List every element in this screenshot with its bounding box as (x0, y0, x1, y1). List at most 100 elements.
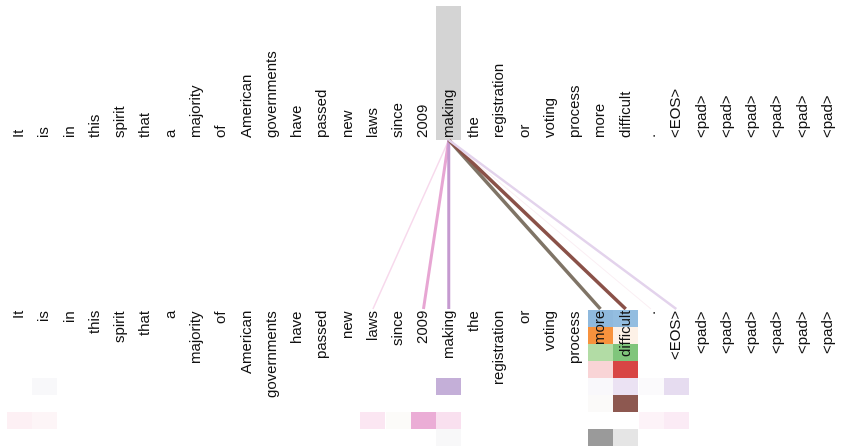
attention-cell (663, 412, 689, 429)
attention-cell (31, 412, 57, 429)
source-token[interactable]: a (161, 129, 179, 138)
attention-line (421, 139, 451, 310)
attention-cell (436, 412, 462, 429)
attention-cell (613, 429, 639, 446)
target-token[interactable]: passed (313, 310, 331, 359)
source-token[interactable]: making (439, 89, 457, 138)
attention-cell (385, 412, 411, 429)
source-token[interactable]: passed (313, 89, 331, 138)
target-token[interactable]: is (35, 311, 53, 322)
source-token[interactable]: new (338, 110, 356, 138)
source-token[interactable]: governments (262, 51, 280, 138)
attention-cell (587, 395, 613, 412)
selected-token-highlight (436, 6, 462, 140)
target-token[interactable]: of (212, 311, 230, 324)
source-token[interactable]: <pad> (743, 95, 761, 138)
source-token[interactable]: voting (540, 97, 558, 138)
source-token[interactable]: spirit (111, 106, 129, 138)
target-token[interactable]: registration (490, 310, 508, 385)
attention-cell (587, 310, 613, 327)
target-token[interactable]: It (10, 310, 27, 319)
target-token[interactable]: have (288, 311, 306, 344)
attention-cell (613, 344, 639, 361)
target-token[interactable]: that (136, 310, 154, 336)
target-token[interactable]: . (642, 310, 659, 315)
source-token[interactable]: of (212, 125, 230, 138)
source-token[interactable]: this (85, 114, 103, 138)
attention-line (447, 138, 602, 311)
source-token[interactable]: 2009 (414, 104, 432, 138)
source-token[interactable]: <pad> (717, 95, 735, 138)
source-token[interactable]: It (10, 129, 27, 138)
source-token[interactable]: <pad> (692, 95, 710, 138)
source-token[interactable]: the (465, 117, 483, 138)
source-token[interactable]: since (389, 102, 407, 138)
target-token[interactable]: <pad> (743, 311, 761, 354)
target-token[interactable]: process (566, 311, 584, 364)
source-token[interactable]: <pad> (818, 95, 836, 138)
attention-cell (613, 327, 639, 344)
source-token[interactable]: difficult (616, 91, 634, 138)
target-token[interactable]: since (389, 310, 407, 346)
attention-cell (587, 429, 613, 446)
attention-cell (587, 344, 613, 361)
target-token[interactable]: or (515, 310, 533, 324)
target-token[interactable]: more (591, 310, 609, 345)
attention-cell (638, 378, 664, 395)
attention-cell (436, 378, 462, 395)
target-token[interactable]: governments (262, 311, 280, 398)
attention-cell (587, 378, 613, 395)
source-token[interactable]: <pad> (768, 95, 786, 138)
attention-cell (31, 378, 57, 395)
attention-line (372, 139, 450, 310)
source-token[interactable]: laws (363, 107, 381, 138)
attention-cell (638, 412, 664, 429)
target-token[interactable]: making (439, 310, 457, 359)
attention-cell (436, 429, 462, 446)
target-token[interactable]: laws (363, 310, 381, 341)
target-token[interactable]: this (85, 310, 103, 334)
target-token[interactable]: 2009 (414, 310, 432, 344)
source-token[interactable]: registration (490, 63, 508, 138)
source-token[interactable]: process (566, 85, 584, 138)
attention-cell (613, 310, 639, 327)
target-token[interactable]: in (60, 311, 78, 323)
source-token[interactable]: or (515, 124, 533, 138)
target-token[interactable]: difficult (616, 310, 634, 357)
attention-cell (613, 395, 639, 412)
attention-line (447, 138, 627, 311)
target-token[interactable]: <EOS> (667, 310, 685, 360)
source-token[interactable]: <pad> (793, 95, 811, 138)
target-token[interactable]: voting (540, 310, 558, 351)
source-token[interactable]: that (136, 112, 154, 138)
target-token[interactable]: <pad> (692, 311, 710, 354)
source-token[interactable]: . (642, 133, 659, 138)
target-token[interactable]: <pad> (818, 311, 836, 354)
target-token[interactable]: spirit (111, 311, 129, 343)
attention-cell (360, 412, 386, 429)
attention-cell (6, 412, 32, 429)
target-token[interactable]: majority (186, 311, 204, 364)
source-token[interactable]: American (237, 74, 255, 138)
source-token[interactable]: majority (186, 85, 204, 138)
target-token[interactable]: the (465, 311, 483, 332)
source-token[interactable]: more (591, 103, 609, 138)
target-token[interactable]: American (237, 310, 255, 374)
target-token[interactable]: <pad> (793, 311, 811, 354)
attention-line (448, 139, 652, 310)
attention-cell (410, 412, 436, 429)
source-token[interactable]: is (35, 127, 53, 138)
attention-cell (587, 361, 613, 378)
attention-line (448, 138, 678, 311)
target-token[interactable]: <pad> (717, 311, 735, 354)
target-token[interactable]: new (338, 311, 356, 339)
target-token[interactable]: <pad> (768, 311, 786, 354)
attention-cell (613, 361, 639, 378)
source-token[interactable]: <EOS> (667, 88, 685, 138)
target-token[interactable]: a (161, 310, 179, 319)
source-token[interactable]: have (288, 105, 306, 138)
source-token[interactable]: in (60, 126, 78, 138)
attention-cell (587, 327, 613, 344)
